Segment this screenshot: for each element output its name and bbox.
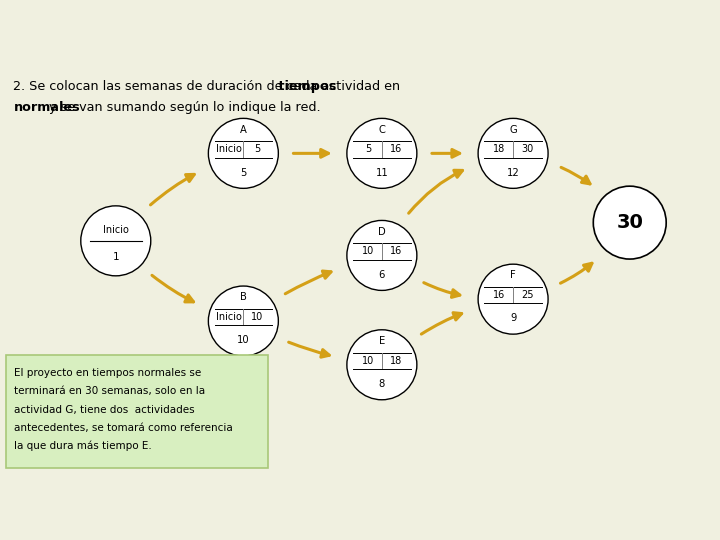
Text: normales: normales — [14, 100, 80, 113]
Text: 10: 10 — [237, 335, 250, 345]
Circle shape — [81, 206, 150, 276]
Text: terminará en 30 semanas, solo en la: terminará en 30 semanas, solo en la — [14, 387, 206, 396]
Text: 1: 1 — [112, 252, 119, 261]
Text: 25: 25 — [521, 290, 534, 300]
Circle shape — [347, 330, 417, 400]
Text: 10: 10 — [251, 312, 264, 322]
Text: 6: 6 — [379, 269, 385, 280]
FancyArrowPatch shape — [432, 150, 459, 157]
FancyBboxPatch shape — [6, 355, 268, 468]
FancyArrowPatch shape — [421, 313, 462, 334]
Text: 10: 10 — [361, 246, 374, 256]
Text: 5: 5 — [365, 144, 371, 154]
FancyArrowPatch shape — [289, 342, 329, 357]
Circle shape — [478, 264, 548, 334]
FancyArrowPatch shape — [409, 170, 462, 213]
Text: 10: 10 — [361, 355, 374, 366]
Text: Inicio: Inicio — [103, 225, 129, 235]
Circle shape — [478, 118, 548, 188]
Text: 16: 16 — [390, 246, 402, 256]
Circle shape — [347, 118, 417, 188]
Text: y se van sumando según lo indique la red.: y se van sumando según lo indique la red… — [14, 100, 321, 113]
Text: C: C — [379, 125, 385, 134]
Text: 9: 9 — [510, 313, 516, 323]
Text: Inicio: Inicio — [217, 144, 243, 154]
FancyArrowPatch shape — [424, 282, 460, 298]
Text: 30: 30 — [616, 213, 643, 232]
Circle shape — [208, 286, 279, 356]
Text: 11: 11 — [376, 167, 388, 178]
Text: Inicio: Inicio — [217, 312, 243, 322]
Text: 8: 8 — [379, 379, 385, 389]
Text: G: G — [509, 125, 517, 134]
FancyArrowPatch shape — [150, 174, 194, 205]
FancyArrowPatch shape — [293, 150, 328, 157]
Text: F: F — [510, 271, 516, 280]
Text: 12: 12 — [507, 167, 519, 178]
Text: 5: 5 — [240, 167, 246, 178]
Text: El proyecto en tiempos normales se: El proyecto en tiempos normales se — [14, 368, 202, 379]
Text: 30: 30 — [521, 144, 534, 154]
Text: 18: 18 — [493, 144, 505, 154]
Text: D: D — [378, 227, 386, 237]
Text: 5: 5 — [254, 144, 261, 154]
Circle shape — [347, 220, 417, 291]
Text: actividad G, tiene dos  actividades: actividad G, tiene dos actividades — [14, 404, 195, 415]
Text: 16: 16 — [390, 144, 402, 154]
Text: B: B — [240, 292, 247, 302]
FancyArrowPatch shape — [560, 264, 592, 283]
Text: antecedentes, se tomará como referencia: antecedentes, se tomará como referencia — [14, 423, 233, 433]
Text: A: A — [240, 125, 247, 134]
Text: 18: 18 — [390, 355, 402, 366]
Text: E: E — [379, 336, 385, 346]
FancyArrowPatch shape — [152, 275, 194, 302]
FancyArrowPatch shape — [561, 167, 590, 184]
FancyArrowPatch shape — [285, 271, 331, 294]
Text: 16: 16 — [493, 290, 505, 300]
Text: tiempos: tiempos — [14, 80, 337, 93]
Circle shape — [208, 118, 279, 188]
Text: la que dura más tiempo E.: la que dura más tiempo E. — [14, 441, 152, 451]
Circle shape — [593, 186, 666, 259]
Text: 2. Se colocan las semanas de duración de cada actividad en: 2. Se colocan las semanas de duración de… — [14, 80, 405, 93]
